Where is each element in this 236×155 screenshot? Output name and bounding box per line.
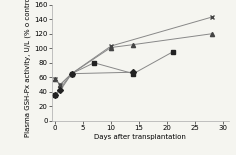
Within related <box>53 78 56 80</box>
our study <box>53 79 56 80</box>
De Vega <box>132 71 135 73</box>
Line: Within related: Within related <box>53 15 214 87</box>
Within related <box>70 73 73 75</box>
our study <box>59 84 62 86</box>
our study <box>211 33 214 35</box>
Within cadaveric <box>70 73 73 75</box>
X-axis label: Days after transplantation: Days after transplantation <box>94 134 186 140</box>
De Vega <box>59 89 62 91</box>
Line: Within cadaveric: Within cadaveric <box>53 50 175 97</box>
Line: our study: our study <box>53 32 214 87</box>
Line: De Vega: De Vega <box>53 70 135 97</box>
Within cadaveric <box>171 51 174 53</box>
our study <box>110 47 112 49</box>
Y-axis label: Plasma GSH-Px activity, U/L (% o controls): Plasma GSH-Px activity, U/L (% o control… <box>25 0 31 137</box>
Within related <box>211 16 214 18</box>
De Vega <box>70 73 73 75</box>
Within cadaveric <box>53 95 56 96</box>
our study <box>70 73 73 75</box>
Within cadaveric <box>93 62 96 64</box>
Within related <box>110 45 112 47</box>
our study <box>132 44 135 46</box>
De Vega <box>53 95 56 96</box>
Within cadaveric <box>132 73 135 75</box>
Within related <box>59 84 62 86</box>
